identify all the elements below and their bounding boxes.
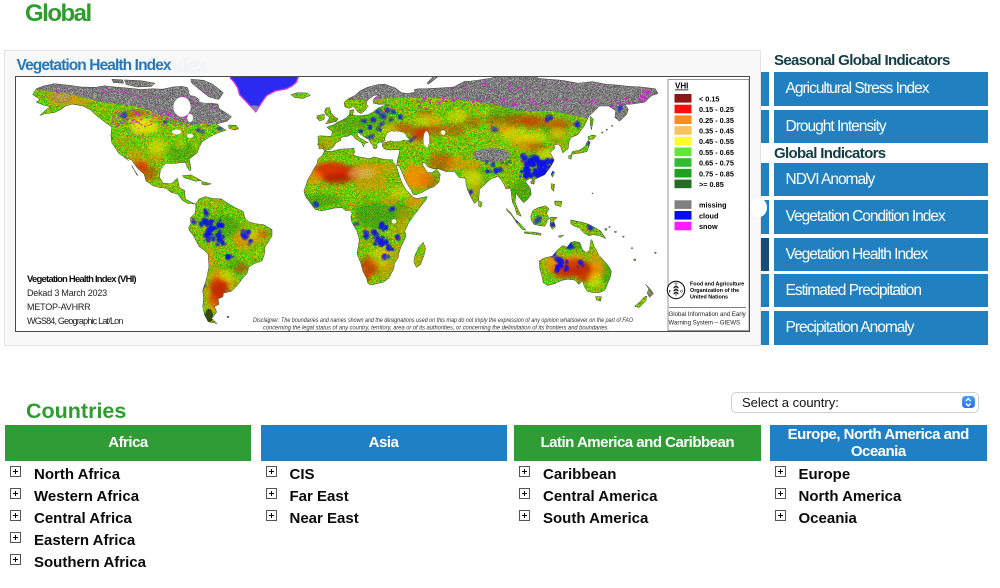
svg-text:>= 0.85: >= 0.85 (699, 180, 724, 189)
svg-text:< 0.15: < 0.15 (699, 94, 720, 103)
svg-text:concerning the legal status of: concerning the legal status of any count… (263, 325, 609, 332)
svg-text:Warning System – GIEWS: Warning System – GIEWS (669, 320, 741, 327)
svg-text:WGS84, Geographic Lat/Lon: WGS84, Geographic Lat/Lon (27, 316, 123, 326)
svg-text:METOP-AVHRR: METOP-AVHRR (27, 302, 91, 312)
svg-text:Global Information and Early: Global Information and Early (669, 311, 747, 318)
svg-text:O: O (680, 289, 683, 293)
svg-text:Food and Agriculture: Food and Agriculture (690, 282, 744, 288)
svg-text:0.15 - 0.25: 0.15 - 0.25 (699, 105, 734, 114)
svg-text:Vegetation Health Index (VHI): Vegetation Health Index (VHI) (27, 274, 136, 285)
svg-text:VHI: VHI (675, 82, 688, 91)
svg-text:0.55 - 0.65: 0.55 - 0.65 (699, 148, 734, 157)
svg-text:F: F (669, 289, 672, 293)
svg-text:Disclaimer: The boundaries and: Disclaimer: The boundaries and names sho… (253, 317, 633, 324)
svg-text:cloud: cloud (699, 211, 718, 220)
svg-text:Dekad 3 March 2023: Dekad 3 March 2023 (27, 288, 107, 298)
svg-text:0.45 - 0.55: 0.45 - 0.55 (699, 137, 734, 146)
svg-text:snow: snow (699, 222, 718, 231)
svg-text:Organization of the: Organization of the (690, 288, 739, 294)
svg-text:0.35 - 0.45: 0.35 - 0.45 (699, 127, 734, 136)
svg-text:missing: missing (699, 201, 727, 210)
svg-text:United Nations: United Nations (690, 295, 728, 301)
svg-text:0.65 - 0.75: 0.65 - 0.75 (699, 159, 734, 168)
svg-text:0.25 - 0.35: 0.25 - 0.35 (699, 116, 734, 125)
svg-text:0.75 - 0.85: 0.75 - 0.85 (699, 169, 734, 178)
